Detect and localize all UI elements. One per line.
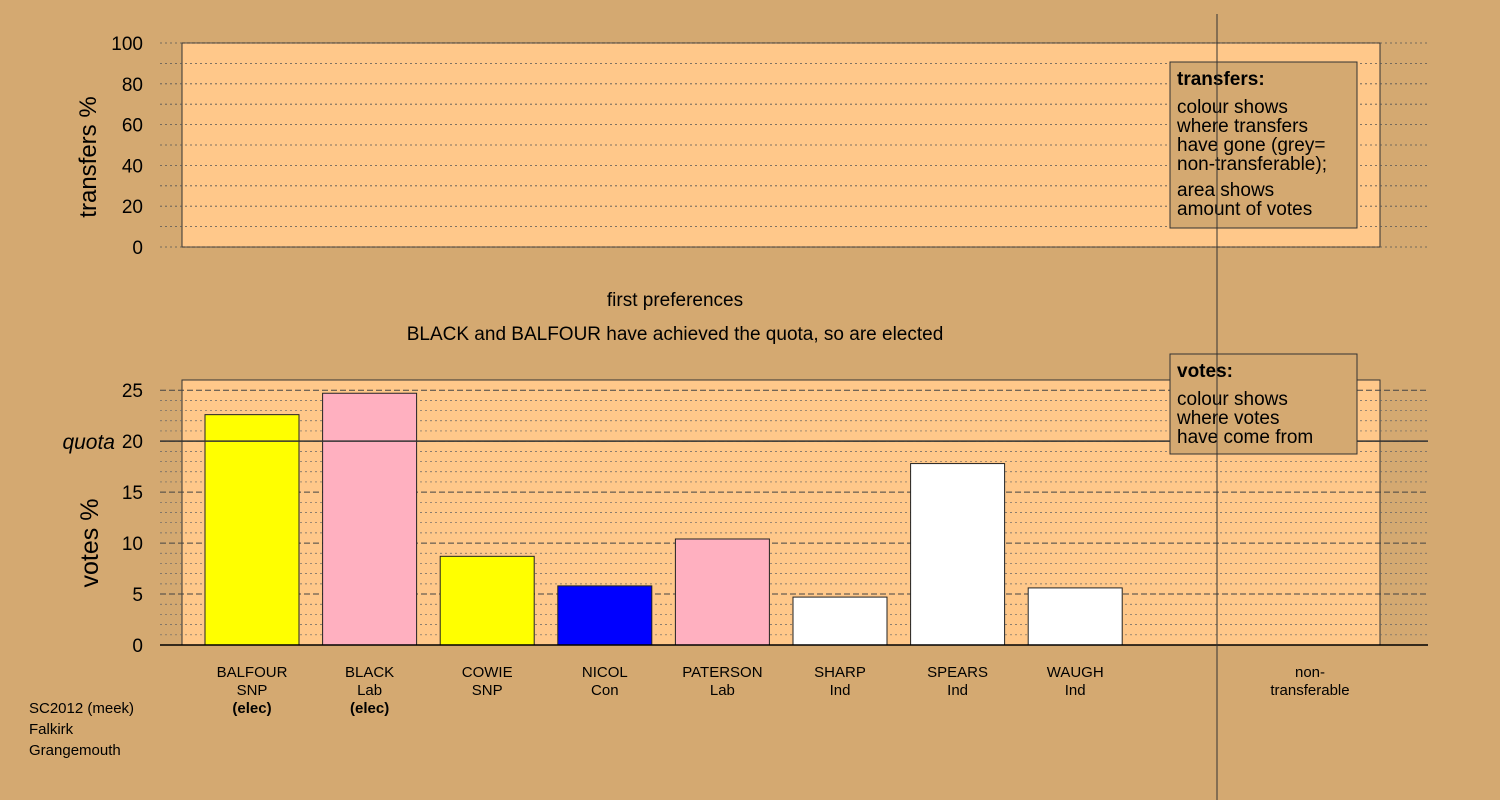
transfers-y-ticks: 0 20 40 60 80 100 — [111, 34, 143, 259]
transfers-tick-label: 40 — [122, 156, 143, 177]
transfers-legend: transfers: colour shows where transfers … — [1169, 61, 1358, 229]
candidate-status: (elec) — [350, 700, 389, 717]
transfers-legend-line: non-transferable); — [1177, 154, 1327, 175]
transfers-tick-label: 60 — [122, 116, 143, 137]
transfers-legend-line: have gone (grey= — [1177, 135, 1325, 156]
candidate-name: BLACK — [345, 664, 394, 681]
candidate-name: COWIE — [462, 664, 513, 681]
candidate-name: WAUGH — [1047, 664, 1104, 681]
transfers-legend-line: colour shows — [1177, 97, 1288, 118]
votes-bars — [204, 392, 1123, 646]
bar-sharp — [792, 596, 888, 646]
votes-tick-label: 15 — [122, 483, 143, 504]
nontransferable-label: non- — [1295, 664, 1325, 681]
chart-title: first preferences — [607, 290, 743, 311]
candidate-party: Ind — [830, 682, 851, 699]
transfers-tick-label: 0 — [132, 238, 143, 259]
candidate-name: NICOL — [582, 664, 628, 681]
votes-legend-box — [1169, 353, 1358, 455]
candidate-status: (elec) — [232, 700, 271, 717]
chart-subtitle: BLACK and BALFOUR have achieved the quot… — [407, 324, 944, 345]
candidate-name: SHARP — [814, 664, 866, 681]
candidate-name: SPEARS — [927, 664, 988, 681]
candidate-party: Con — [591, 682, 619, 699]
footer-line: SC2012 (meek) — [29, 700, 134, 717]
candidate-party: Ind — [1065, 682, 1086, 699]
nontransferable-label: transferable — [1270, 682, 1349, 699]
footer-line: Falkirk — [29, 721, 74, 738]
candidate-party: Lab — [710, 682, 735, 699]
transfers-legend-line: area shows — [1177, 180, 1274, 201]
candidate-party: Ind — [947, 682, 968, 699]
votes-legend-line: colour shows — [1177, 389, 1288, 410]
votes-legend-line: have come from — [1177, 427, 1313, 448]
bar-waugh — [1027, 587, 1123, 646]
votes-y-axis-label: votes % — [76, 499, 104, 588]
candidate-party: SNP — [472, 682, 503, 699]
transfers-legend-line: amount of votes — [1177, 199, 1312, 220]
candidate-party: SNP — [237, 682, 268, 699]
transfers-legend-heading: transfers: — [1177, 69, 1265, 90]
transfers-y-axis-label: transfers % — [75, 96, 102, 217]
transfers-tick-label: 100 — [111, 34, 143, 55]
bar-cowie — [439, 555, 535, 646]
bar-nicol — [557, 585, 653, 646]
votes-legend-line: where votes — [1176, 408, 1279, 429]
bar-balfour — [204, 414, 300, 646]
candidate-name: PATERSON — [682, 664, 762, 681]
bar-spears — [910, 463, 1006, 646]
transfers-tick-label: 20 — [122, 197, 143, 218]
votes-tick-label: 5 — [132, 585, 143, 606]
candidate-party: Lab — [357, 682, 382, 699]
bar-black — [322, 392, 418, 646]
votes-tick-label: 20 — [122, 432, 143, 453]
votes-legend-heading: votes: — [1177, 361, 1233, 382]
votes-legend: votes: colour shows where votes have com… — [1169, 353, 1358, 455]
quota-label: quota — [62, 431, 115, 454]
bar-paterson — [674, 538, 770, 646]
candidate-name: BALFOUR — [217, 664, 288, 681]
votes-tick-label: 25 — [122, 381, 143, 402]
votes-tick-label: 0 — [132, 636, 143, 657]
votes-tick-label: 10 — [122, 534, 143, 555]
footer-line: Grangemouth — [29, 742, 121, 759]
transfers-legend-box — [1169, 61, 1358, 229]
candidate-labels: BALFOURSNP(elec)BLACKLab(elec)COWIESNPNI… — [217, 664, 1104, 717]
votes-y-ticks: 0 5 10 15 20 25 — [122, 381, 143, 657]
transfers-tick-label: 80 — [122, 75, 143, 96]
transfers-legend-line: where transfers — [1176, 116, 1308, 137]
